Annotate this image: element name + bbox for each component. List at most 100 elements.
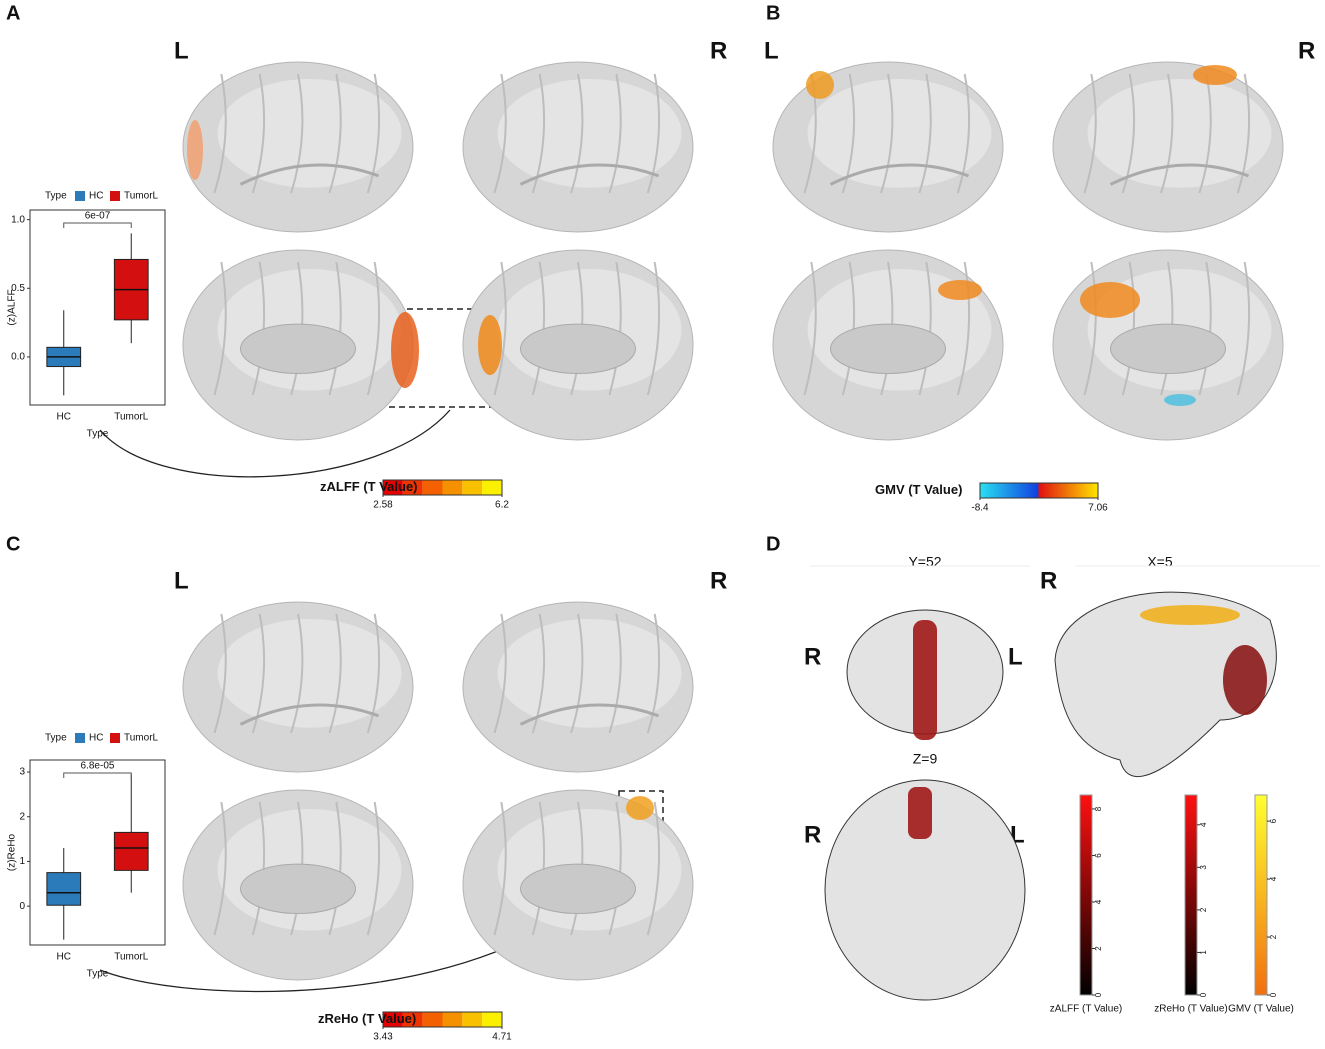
sulcus	[646, 613, 661, 734]
sulcus	[251, 73, 266, 194]
colorbar-title: zReHo (T Value)	[1154, 1004, 1228, 1015]
sulcus	[608, 73, 622, 194]
x-tick-label: TumorL	[114, 952, 149, 963]
legend-title: Type	[45, 733, 67, 744]
sulcus	[290, 613, 304, 734]
hemisphere-label: L	[1008, 643, 1023, 670]
colorbar-tick-label: 2.58	[373, 500, 393, 511]
sulcus	[213, 73, 227, 194]
colorbar-tick-label: 6	[1094, 853, 1103, 858]
temporal	[1109, 163, 1250, 186]
highlight-box	[376, 308, 528, 408]
colorbar-segment	[383, 480, 403, 495]
legend-swatch	[75, 733, 85, 743]
box	[113, 831, 149, 871]
corpus	[1110, 323, 1226, 374]
sulcus	[366, 73, 381, 194]
legend-swatch	[110, 191, 120, 201]
y-tick-label: 1	[19, 856, 25, 867]
temporal	[519, 703, 660, 726]
colorbar-tick-label: 4	[1199, 822, 1208, 827]
connector	[99, 409, 451, 478]
sulcus	[1198, 73, 1212, 194]
plot-frame	[29, 209, 166, 406]
sulcus	[608, 801, 622, 936]
sulcus	[493, 801, 507, 936]
panel-label: A	[6, 2, 20, 24]
sulcus	[213, 613, 227, 734]
sulcus	[918, 73, 932, 194]
colorbar-tick-label: 7.06	[1088, 503, 1108, 514]
panel-label: D	[766, 533, 780, 555]
y-tick-label: 1.0	[11, 214, 25, 225]
temporal	[239, 703, 380, 726]
hemisphere-label: R	[1298, 37, 1315, 64]
activation	[1164, 394, 1196, 406]
hemisphere-label: L	[174, 567, 189, 594]
slice-label: X=5	[1147, 554, 1173, 570]
hemisphere-label: L	[174, 37, 189, 64]
sulcus	[880, 73, 894, 194]
x-tick-label: HC	[57, 412, 71, 423]
colorbar-tick-label: 4	[1269, 876, 1278, 881]
colorbar-segment	[462, 480, 483, 495]
sulcus	[366, 261, 381, 396]
y-tick-label: 0.5	[11, 283, 25, 294]
temporal	[239, 163, 380, 186]
activation	[391, 312, 419, 388]
activation	[806, 71, 834, 99]
activation	[626, 796, 654, 820]
sulcus	[1236, 73, 1251, 194]
colorbar-title: zALFF (T Value)	[1050, 1004, 1122, 1015]
sulcus	[1121, 73, 1136, 194]
colorbar-tick-label: 0	[1199, 992, 1208, 997]
sulcus	[328, 261, 342, 396]
x-tick-label: TumorL	[114, 412, 149, 423]
colorbar-segment	[482, 1012, 502, 1027]
sulcus	[570, 613, 584, 734]
colorbar-frame	[979, 482, 1099, 499]
sulcus	[646, 261, 661, 396]
y-tick-label: 3	[19, 767, 25, 778]
activation	[1080, 282, 1140, 318]
temporal	[829, 163, 970, 186]
colorbar-title: zReHo (T Value)	[318, 1011, 416, 1026]
corpus	[240, 863, 356, 914]
colorbar-tick-label: 2	[1269, 934, 1278, 939]
y-tick-label: 0.0	[11, 352, 25, 363]
colorbar-tick-label: 0	[1094, 992, 1103, 997]
sulcus	[328, 613, 342, 734]
activation	[1193, 65, 1237, 85]
annotation: 6.8e-05	[81, 761, 115, 772]
legend-label: TumorL	[124, 191, 159, 202]
activation	[1223, 645, 1267, 715]
colorbar-gradient	[980, 483, 1098, 498]
corpus	[520, 863, 636, 914]
annotation: 6e-07	[85, 211, 111, 222]
sulcus	[290, 73, 304, 194]
colorbar-tick-label: 4.71	[492, 1032, 512, 1043]
sulcus	[1083, 73, 1097, 194]
colorbar-segment	[442, 480, 463, 495]
colorbar-tick-label: 3.43	[373, 1032, 393, 1043]
activation	[908, 787, 932, 839]
sulcus	[493, 613, 507, 734]
colorbar-tick-label: 8	[1094, 806, 1103, 811]
panel-label: B	[766, 2, 780, 24]
colorbar-segment	[422, 1012, 443, 1027]
legend-label: HC	[89, 191, 103, 202]
legend-label: TumorL	[124, 733, 159, 744]
bracket	[63, 772, 132, 778]
sulcus	[328, 801, 342, 936]
legend-swatch	[110, 733, 120, 743]
colorbar-title: GMV (T Value)	[1228, 1004, 1294, 1015]
hemisphere-label: R	[710, 567, 727, 594]
legend-label: HC	[89, 733, 103, 744]
sulcus	[1160, 73, 1174, 194]
sulcus	[213, 801, 227, 936]
sulcus	[1236, 261, 1251, 396]
sulcus	[1083, 261, 1097, 396]
sulcus	[531, 613, 546, 734]
colorbar-title: zALFF (T Value)	[320, 479, 418, 494]
